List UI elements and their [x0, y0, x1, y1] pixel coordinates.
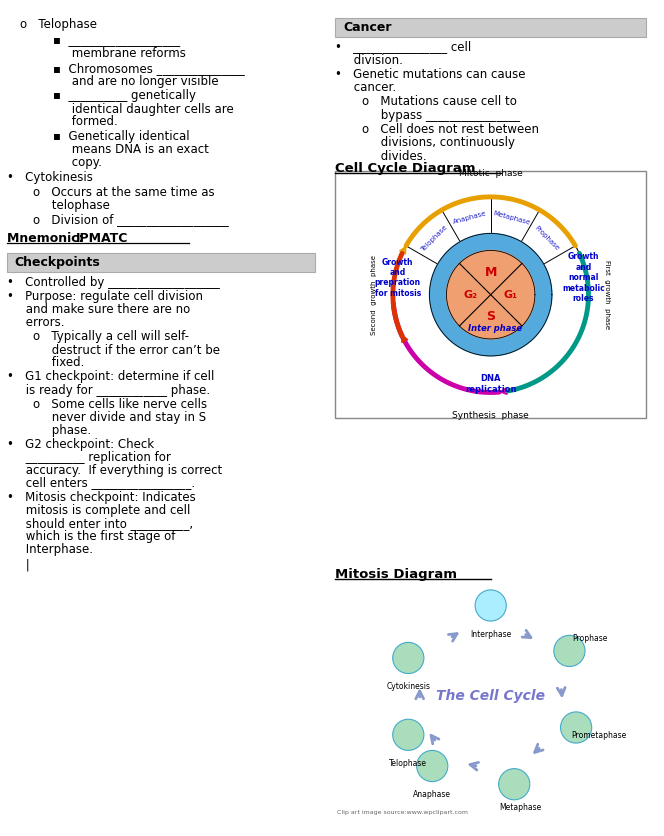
Text: o   Occurs at the same time as: o Occurs at the same time as	[33, 186, 215, 199]
Text: o   Some cells like nerve cells: o Some cells like nerve cells	[33, 398, 207, 411]
Text: and are no longer visible: and are no longer visible	[53, 75, 218, 89]
Text: Growth
and
normal
metabolic
roles: Growth and normal metabolic roles	[562, 252, 605, 303]
Circle shape	[392, 642, 424, 674]
Text: o   Telophase: o Telophase	[20, 18, 97, 32]
Text: The Cell Cycle: The Cell Cycle	[436, 690, 545, 703]
Text: Telophase: Telophase	[420, 224, 449, 252]
Text: Cytokinesis: Cytokinesis	[386, 682, 430, 691]
Text: which is the first stage of: which is the first stage of	[7, 530, 175, 543]
Text: membrane reforms: membrane reforms	[53, 47, 186, 60]
Circle shape	[446, 251, 535, 339]
Text: o   Division of ___________________: o Division of ___________________	[33, 213, 229, 227]
Text: Inter phase: Inter phase	[468, 324, 522, 333]
Text: accuracy.  If everything is correct: accuracy. If everything is correct	[7, 464, 222, 477]
Text: Mitosis Diagram: Mitosis Diagram	[335, 568, 457, 582]
Text: IPMATC: IPMATC	[76, 232, 129, 246]
Text: Second  growth  phase: Second growth phase	[371, 255, 377, 334]
Text: division.: division.	[335, 54, 403, 67]
Text: means DNA is an exact: means DNA is an exact	[53, 143, 209, 156]
Text: |: |	[7, 558, 29, 572]
Text: ▪  Chromosomes _______________: ▪ Chromosomes _______________	[53, 62, 245, 75]
Text: •   Genetic mutations can cause: • Genetic mutations can cause	[335, 68, 526, 81]
Text: Checkpoints: Checkpoints	[15, 256, 100, 269]
Text: phase.: phase.	[33, 424, 92, 437]
Text: Mitotic  phase: Mitotic phase	[459, 169, 523, 178]
Text: Growth
and
prepration
for mitosis: Growth and prepration for mitosis	[374, 257, 421, 298]
Text: •   Controlled by ___________________: • Controlled by ___________________	[7, 276, 219, 289]
Text: S: S	[486, 310, 495, 324]
Text: __________ replication for: __________ replication for	[7, 451, 171, 465]
Text: Anaphase: Anaphase	[413, 790, 452, 799]
Text: Prophase: Prophase	[533, 225, 560, 252]
Text: mitosis is complete and cell: mitosis is complete and cell	[7, 504, 190, 517]
Text: o   Cell does not rest between: o Cell does not rest between	[362, 123, 539, 136]
Text: Prophase: Prophase	[573, 635, 608, 644]
Text: and make sure there are no: and make sure there are no	[7, 303, 190, 317]
Text: formed.: formed.	[53, 115, 118, 129]
Text: errors.: errors.	[7, 316, 64, 329]
Text: Synthesis  phase: Synthesis phase	[452, 411, 529, 421]
Text: •   ________________ cell: • ________________ cell	[335, 40, 471, 54]
Text: o   Mutations cause cell to: o Mutations cause cell to	[362, 95, 517, 109]
Text: bypass ________________: bypass ________________	[362, 109, 520, 122]
Circle shape	[392, 719, 424, 751]
Text: Interphase.: Interphase.	[7, 543, 93, 556]
Text: is ready for ____________ phase.: is ready for ____________ phase.	[7, 384, 210, 397]
Circle shape	[560, 712, 592, 743]
Text: identical daughter cells are: identical daughter cells are	[53, 103, 234, 116]
Text: Prometaphase: Prometaphase	[571, 732, 627, 740]
Circle shape	[417, 751, 448, 782]
Text: •   Cytokinesis: • Cytokinesis	[7, 171, 92, 185]
Text: fixed.: fixed.	[33, 356, 84, 370]
Text: G₂: G₂	[463, 290, 478, 299]
Text: copy.: copy.	[53, 156, 102, 170]
Text: First  growth  phase: First growth phase	[604, 260, 610, 329]
Circle shape	[554, 635, 585, 666]
Text: destruct if the error can’t be: destruct if the error can’t be	[33, 344, 220, 357]
Text: should enter into __________,: should enter into __________,	[7, 517, 193, 530]
Text: Telophase: Telophase	[389, 759, 428, 768]
Text: Clip art image source:www.wpclipart.com: Clip art image source:www.wpclipart.com	[337, 810, 467, 815]
Text: cell enters _________________.: cell enters _________________.	[7, 477, 195, 490]
Text: Anaphase: Anaphase	[453, 211, 487, 225]
Text: Metaphase: Metaphase	[499, 803, 542, 812]
Text: M: M	[485, 266, 497, 279]
Text: never divide and stay in S: never divide and stay in S	[33, 411, 207, 425]
Circle shape	[475, 590, 506, 621]
Text: •   G1 checkpoint: determine if cell: • G1 checkpoint: determine if cell	[7, 370, 214, 384]
Circle shape	[430, 233, 552, 356]
Text: divides.: divides.	[362, 150, 426, 163]
Text: •   Purpose: regulate cell division: • Purpose: regulate cell division	[7, 290, 203, 303]
Text: Interphase: Interphase	[470, 630, 511, 639]
Circle shape	[499, 768, 530, 800]
Text: divisions, continuously: divisions, continuously	[362, 136, 515, 150]
Text: ▪  Genetically identical: ▪ Genetically identical	[53, 130, 190, 143]
Text: DNA
replication: DNA replication	[465, 375, 517, 394]
Text: telophase: telophase	[33, 199, 110, 212]
Bar	[7, 253, 315, 272]
Text: cancer.: cancer.	[335, 81, 396, 94]
Text: •   G2 checkpoint: Check: • G2 checkpoint: Check	[7, 438, 154, 451]
Text: o   Typically a cell will self-: o Typically a cell will self-	[33, 330, 189, 344]
Bar	[335, 171, 646, 418]
Text: Mnemonic:: Mnemonic:	[7, 232, 88, 246]
Bar	[335, 18, 646, 37]
Text: ▪  ___________________: ▪ ___________________	[53, 33, 180, 47]
Text: Cancer: Cancer	[343, 21, 392, 34]
Text: Metaphase: Metaphase	[492, 210, 531, 226]
Text: G₁: G₁	[503, 290, 518, 299]
Text: Cell Cycle Diagram: Cell Cycle Diagram	[335, 162, 476, 176]
Text: ▪  __________ genetically: ▪ __________ genetically	[53, 89, 196, 103]
Text: •   Mitosis checkpoint: Indicates: • Mitosis checkpoint: Indicates	[7, 491, 195, 504]
